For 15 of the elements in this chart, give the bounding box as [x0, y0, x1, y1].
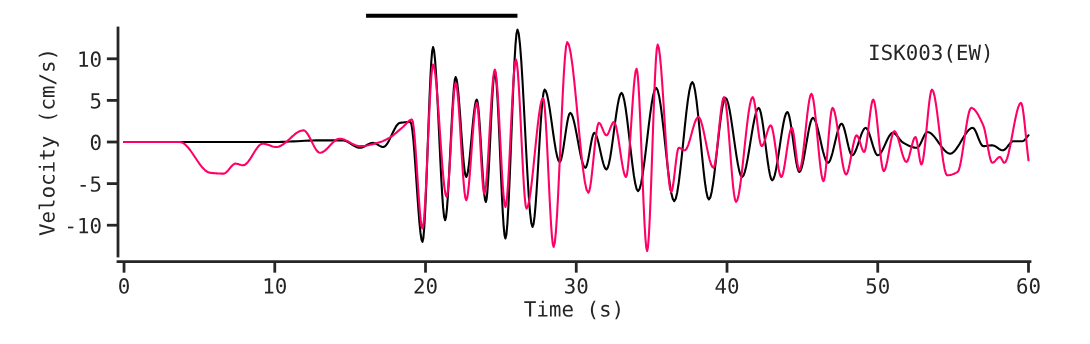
- y-tick-label: -5: [80, 176, 101, 192]
- y-axis-title: Velocity (cm/s): [38, 52, 59, 236]
- y-tick-label: 5: [90, 93, 101, 109]
- x-tick-label: 10: [264, 278, 286, 294]
- x-tick-label: 50: [866, 278, 889, 294]
- x-tick-label: 30: [565, 278, 588, 294]
- x-tick-label: 0: [119, 278, 129, 294]
- annotation: ISK003(EW): [870, 44, 990, 63]
- x-tick-label: 20: [414, 278, 437, 294]
- x-axis-title: Time (s): [524, 300, 620, 320]
- y-tick-label: 0: [90, 134, 101, 151]
- y-tick-label: 10: [79, 51, 101, 68]
- y-tick-label: -10: [68, 217, 101, 234]
- x-tick-label: 60: [1017, 278, 1040, 294]
- x-tick-label: 40: [715, 278, 739, 294]
